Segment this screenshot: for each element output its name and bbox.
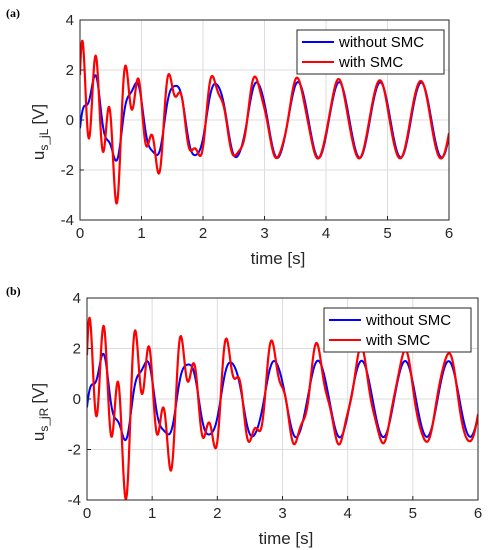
y-axis-label-b: us_jR [V]: [29, 383, 51, 441]
x-tick-label-b-6: 6: [474, 505, 482, 522]
series-group-b: [87, 316, 478, 500]
x-tick-label-a-6: 6: [445, 225, 453, 242]
y-tick-label-b-0: -4: [68, 492, 81, 509]
x-tick-label-b-2: 2: [213, 505, 221, 522]
panel-label-b: (b): [6, 284, 21, 298]
series-layer-a: [80, 39, 449, 205]
series-group-a: [80, 39, 449, 205]
legend-box-a: [296, 29, 445, 75]
y-ticks-a: -4 -2 0 2 4: [61, 12, 84, 229]
x-tick-label-b-1: 1: [148, 505, 156, 522]
chart-panel-b: (b) 0 1 2 3 4 5 6 -4 -2 0 2 4 time [s] us_jR [V] wi…: [6, 284, 482, 548]
y-axis-label-sub-a: s_jL: [37, 128, 51, 150]
x-tick-label-a-1: 1: [137, 225, 145, 242]
x-tick-label-a-5: 5: [383, 225, 391, 242]
y-axis-label-unit-a: [V]: [29, 104, 48, 125]
y-tick-label-b-4: 4: [73, 290, 81, 307]
x-tick-label-a-3: 3: [260, 225, 268, 242]
x-axis-label-b: time [s]: [259, 529, 314, 548]
y-axis-label-main-b: u: [29, 432, 48, 441]
y-axis-label-unit-b: [V]: [29, 383, 48, 404]
y-tick-label-a-2: 0: [66, 112, 74, 129]
y-tick-label-a-1: -2: [61, 162, 74, 179]
x-tick-label-b-3: 3: [278, 505, 286, 522]
y-tick-label-a-4: 4: [66, 12, 74, 29]
y-axis-label-main-a: u: [29, 151, 48, 160]
x-ticks-b: 0 1 2 3 4 5 6: [83, 496, 482, 522]
x-tick-label-a-4: 4: [322, 225, 330, 242]
series-layer-b: [87, 316, 478, 500]
series-a-1: [80, 39, 449, 205]
legend-a: without SMC with SMC: [296, 29, 445, 75]
y-tick-label-b-2: 0: [73, 391, 81, 408]
y-tick-label-b-3: 2: [73, 341, 81, 358]
y-axis-label-sub-b: s_jR: [37, 407, 51, 431]
series-b-1: [87, 316, 478, 500]
y-tick-label-a-0: -4: [61, 212, 74, 229]
panel-label-a: (a): [6, 6, 20, 20]
x-tick-label-a-0: 0: [76, 225, 84, 242]
legend-b: without SMC with SMC: [323, 307, 472, 353]
x-tick-label-b-5: 5: [409, 505, 417, 522]
y-tick-label-b-1: -2: [68, 442, 81, 459]
legend-box-b: [323, 307, 472, 353]
legend-label-b-0: without SMC: [365, 312, 451, 329]
x-ticks-a: 0 1 2 3 4 5 6: [76, 216, 453, 242]
y-ticks-b: -4 -2 0 2 4: [68, 290, 91, 509]
x-tick-label-b-4: 4: [343, 505, 351, 522]
legend-label-b-1: with SMC: [365, 332, 430, 349]
x-tick-label-a-2: 2: [199, 225, 207, 242]
chart-panel-a: (a) 0 1 2 3 4 5 6 -4 -2 0 2 4 time [s] us_jL [V] wi…: [6, 6, 453, 268]
legend-label-a-1: with SMC: [338, 54, 403, 71]
x-tick-label-b-0: 0: [83, 505, 91, 522]
legend-label-a-0: without SMC: [338, 34, 424, 51]
x-axis-label-a: time [s]: [251, 249, 306, 268]
y-tick-label-a-3: 2: [66, 62, 74, 79]
y-axis-label-a: us_jL [V]: [29, 104, 51, 160]
